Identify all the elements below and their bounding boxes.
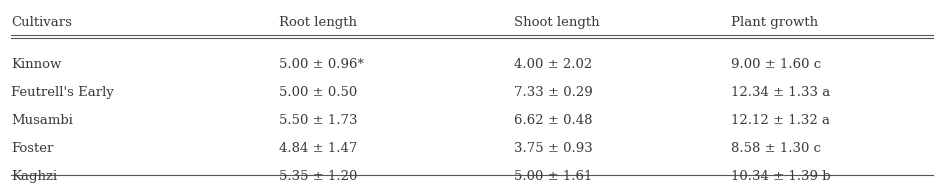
Text: Foster: Foster: [10, 142, 53, 155]
Text: 5.50 ± 1.73: 5.50 ± 1.73: [279, 114, 358, 127]
Text: 5.00 ± 0.96*: 5.00 ± 0.96*: [279, 58, 364, 71]
Text: 3.75 ± 0.93: 3.75 ± 0.93: [514, 142, 593, 155]
Text: 4.84 ± 1.47: 4.84 ± 1.47: [279, 142, 358, 155]
Text: 5.00 ± 0.50: 5.00 ± 0.50: [279, 86, 357, 99]
Text: 10.34 ± 1.39 b: 10.34 ± 1.39 b: [731, 170, 831, 183]
Text: Shoot length: Shoot length: [514, 16, 600, 29]
Text: 8.58 ± 1.30 c: 8.58 ± 1.30 c: [731, 142, 821, 155]
Text: 5.35 ± 1.20: 5.35 ± 1.20: [279, 170, 358, 183]
Text: Kinnow: Kinnow: [10, 58, 61, 71]
Text: 6.62 ± 0.48: 6.62 ± 0.48: [514, 114, 593, 127]
Text: 9.00 ± 1.60 c: 9.00 ± 1.60 c: [731, 58, 821, 71]
Text: Kaghzi: Kaghzi: [10, 170, 57, 183]
Text: Cultivars: Cultivars: [10, 16, 72, 29]
Text: Feutrell's Early: Feutrell's Early: [10, 86, 113, 99]
Text: Plant growth: Plant growth: [731, 16, 818, 29]
Text: 7.33 ± 0.29: 7.33 ± 0.29: [514, 86, 593, 99]
Text: 12.34 ± 1.33 a: 12.34 ± 1.33 a: [731, 86, 830, 99]
Text: Musambi: Musambi: [10, 114, 73, 127]
Text: 5.00 ± 1.61: 5.00 ± 1.61: [514, 170, 593, 183]
Text: 4.00 ± 2.02: 4.00 ± 2.02: [514, 58, 593, 71]
Text: 12.12 ± 1.32 a: 12.12 ± 1.32 a: [731, 114, 830, 127]
Text: Root length: Root length: [279, 16, 357, 29]
